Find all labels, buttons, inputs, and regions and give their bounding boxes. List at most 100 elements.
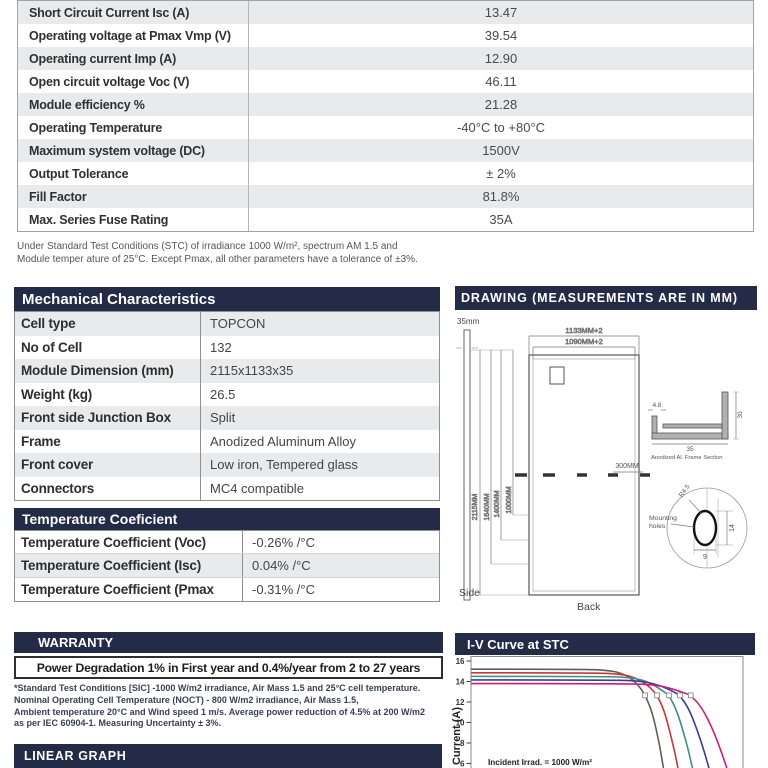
- module-drawing: 35mm Side 1133MM+2 1090MM+2 300MM Back: [456, 317, 748, 613]
- side-view-label: Side: [459, 587, 480, 599]
- svg-text:R4.5: R4.5: [678, 483, 692, 499]
- linear-graph-section-title: LINEAR GRAPH: [14, 744, 442, 768]
- drawing-section-title: DRAWING (MEASUREMENTS ARE IN MM): [455, 286, 757, 310]
- row-label: Module efficiency %: [18, 93, 249, 116]
- row-value: TOPCON: [210, 316, 266, 332]
- stc-note: Under Standard Test Conditions (STC) of …: [17, 241, 418, 265]
- row-value: 12.90: [484, 51, 518, 66]
- row-value: Anodized Aluminum Alloy: [210, 433, 356, 449]
- row-value: 35A: [489, 212, 513, 227]
- svg-text:1000MM: 1000MM: [506, 486, 513, 513]
- row-value: 132: [210, 339, 232, 355]
- power-point-marker: [642, 692, 648, 699]
- y-tick-label: 14: [456, 678, 465, 687]
- y-tick-label: 16: [456, 657, 465, 666]
- row-value: 0.04% /°C: [252, 557, 311, 573]
- width-dimensions: 1133MM+2 1090MM+2: [528, 326, 640, 359]
- y-axis-label: Current (A): [451, 707, 463, 765]
- svg-text:14: 14: [729, 524, 736, 532]
- y-axis-ticks: 16 14 12 10 8 6: [456, 657, 471, 768]
- row-value: -0.31% /°C: [252, 581, 316, 597]
- row-label: Open circuit voltage Voc (V): [18, 70, 249, 93]
- height-dimensions: 2115MM 1640MM 1400MM 1000MM: [470, 349, 529, 596]
- curve-3: [470, 675, 694, 768]
- row-value: -0.26% /°C: [252, 534, 316, 550]
- svg-text:35: 35: [686, 446, 694, 453]
- row-label: Connectors: [15, 476, 201, 500]
- table-row: Connectors MC4 compatible: [15, 476, 439, 500]
- row-value: MC4 compatible: [210, 480, 304, 496]
- table-row: Output Tolerance ± 2%: [18, 162, 753, 185]
- table-row: Max. Series Fuse Rating 35A: [18, 208, 753, 231]
- curve-4: [470, 679, 710, 768]
- row-label: Temperature Coefficient (Isc): [15, 554, 243, 577]
- row-label: Front side Junction Box: [15, 406, 201, 430]
- warranty-notes: *Standard Test Conditions [SIC] -1000 W/…: [14, 683, 425, 729]
- side-thickness-label: 35mm: [457, 317, 480, 326]
- row-label: Cell type: [15, 312, 201, 336]
- svg-text:1640MM: 1640MM: [484, 493, 491, 520]
- curve-1: [470, 668, 665, 768]
- y-tick-label: 6: [460, 760, 465, 768]
- row-value: Low iron, Tempered glass: [210, 457, 358, 473]
- table-row: Open circuit voltage Voc (V) 46.11: [18, 70, 753, 93]
- electrical-characteristics-table: Short Circuit Current Isc (A) 13.47 Operat…: [17, 0, 754, 232]
- row-label: Operating voltage at Pmax Vmp (V): [18, 24, 249, 47]
- iv-curve-section-title: I-V Curve at STC: [455, 633, 755, 655]
- back-view-label: Back: [577, 601, 601, 613]
- y-tick-label: 8: [460, 739, 465, 748]
- y-tick-label: 12: [456, 698, 465, 707]
- dim-300mm-label: 300MM: [615, 463, 639, 470]
- svg-text:9: 9: [703, 554, 707, 561]
- row-value: 81.8%: [482, 189, 520, 204]
- table-row: Fill Factor 81.8%: [18, 185, 753, 208]
- table-row: Temperature Coefficient (Isc) 0.04% /°C: [15, 554, 439, 578]
- row-value: 46.11: [485, 74, 517, 89]
- mechanical-section-title: Mechanical Characteristics: [14, 287, 440, 311]
- row-label: Max. Series Fuse Rating: [18, 208, 249, 231]
- table-row: Operating voltage at Pmax Vmp (V) 39.54: [18, 24, 753, 47]
- curve-5: [470, 682, 728, 768]
- row-label: Temperature Coefficient (Pmax: [15, 577, 243, 601]
- row-value: 1500V: [482, 143, 520, 158]
- row-label: Maximum system voltage (DC): [18, 139, 249, 162]
- table-row: Maximum system voltage (DC) 1500V: [18, 139, 753, 162]
- warranty-section-title: WARRANTY: [14, 632, 443, 653]
- table-row: Front cover Low iron, Tempered glass: [15, 453, 439, 477]
- iv-curves: [470, 668, 728, 768]
- junction-box: [549, 366, 565, 385]
- curve-2: [470, 671, 679, 768]
- table-row: Temperature Coefficient (Voc) -0.26% /°C: [15, 531, 439, 555]
- irradiance-annotation: Incident Irrad. = 1000 W/m²: [488, 758, 592, 767]
- row-label: Temperature Coefficient (Voc): [15, 531, 243, 554]
- row-value: -40°C to +80°C: [456, 120, 546, 135]
- row-value: 21.28: [484, 97, 518, 112]
- row-label: Short Circuit Current Isc (A): [18, 1, 249, 24]
- svg-text:30: 30: [737, 411, 744, 419]
- row-label: Fill Factor: [18, 185, 249, 208]
- svg-text:Anodized Al. Frame Section: Anodized Al. Frame Section: [651, 455, 723, 461]
- svg-text:1400MM: 1400MM: [494, 490, 501, 517]
- row-label: Operating Temperature: [18, 116, 249, 139]
- row-value: ± 2%: [486, 166, 516, 181]
- row-value: 13.47: [484, 5, 518, 20]
- table-row: Module efficiency % 21.28: [18, 93, 753, 116]
- table-row: Short Circuit Current Isc (A) 13.47: [18, 1, 753, 24]
- svg-text:holes: holes: [649, 523, 666, 530]
- svg-text:1133MM+2: 1133MM+2: [565, 326, 602, 335]
- row-value: 26.5: [210, 386, 236, 402]
- svg-text:1090MM+2: 1090MM+2: [565, 337, 603, 346]
- table-row: Temperature Coefficient (Pmax -0.31% /°C: [15, 577, 439, 601]
- table-row: Weight (kg) 26.5: [15, 382, 439, 406]
- power-point-marker: [666, 692, 672, 699]
- mechanical-table: Cell type TOPCON No of Cell 132 Module Dimen…: [14, 311, 440, 501]
- table-row: No of Cell 132: [15, 335, 439, 359]
- temperature-table: Temperature Coefficient (Voc) -0.26% /°C T…: [14, 530, 440, 602]
- power-point-marker: [654, 692, 660, 699]
- table-row: Frame Anodized Aluminum Alloy: [15, 429, 439, 453]
- table-row: Module Dimension (mm) 2115x1133x35: [15, 359, 439, 383]
- table-row: Front side Junction Box Split: [15, 406, 439, 430]
- row-label: Module Dimension (mm): [15, 359, 201, 383]
- power-degradation-box: Power Degradation 1% in First year and 0…: [14, 656, 443, 679]
- row-value: 2115x1133x35: [210, 363, 294, 379]
